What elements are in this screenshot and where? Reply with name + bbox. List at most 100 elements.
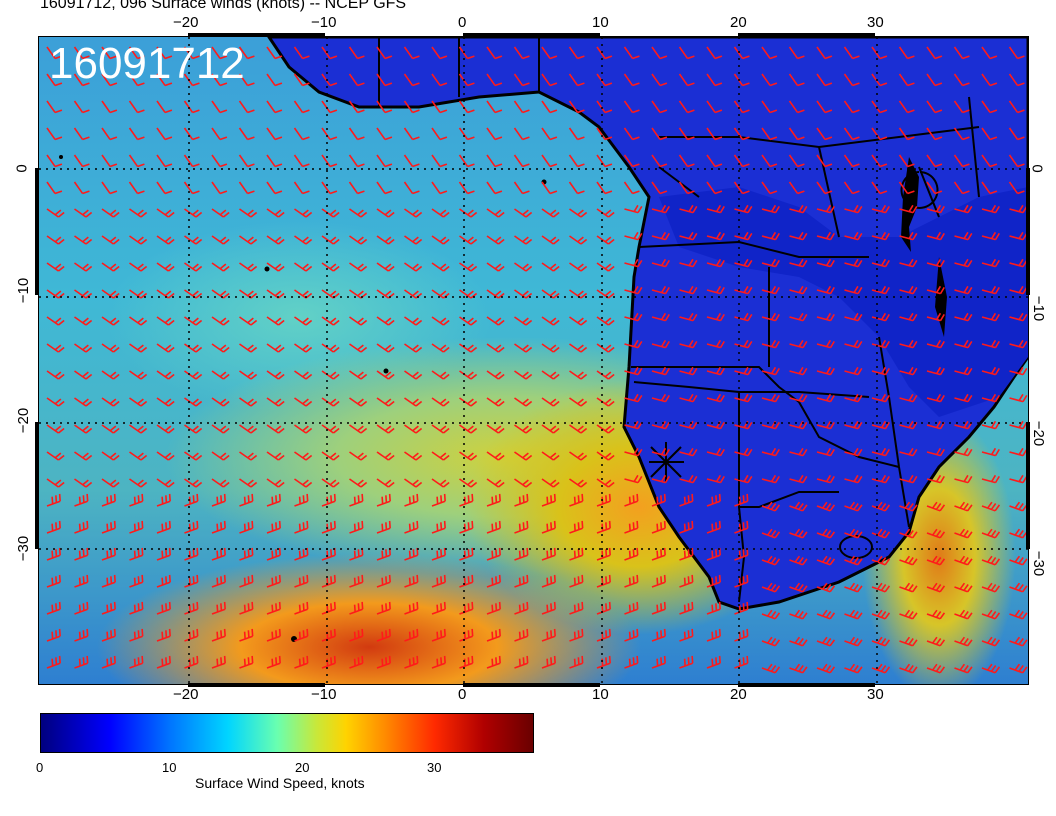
wind-barb bbox=[761, 366, 780, 376]
wind-barb bbox=[953, 46, 970, 60]
wind-barb bbox=[541, 46, 558, 60]
wind-barb bbox=[431, 235, 450, 245]
wind-barb bbox=[294, 520, 309, 534]
wind-barb bbox=[404, 478, 423, 488]
wind-barb bbox=[761, 181, 778, 195]
map-title: 16091712, 096 Surface winds (knots) -- N… bbox=[40, 0, 407, 12]
wind-barb bbox=[184, 262, 203, 272]
wind-barb bbox=[679, 574, 694, 588]
wind-barb bbox=[459, 370, 478, 380]
wind-barb bbox=[349, 574, 364, 588]
wind-barb bbox=[789, 447, 808, 457]
wind-barb bbox=[733, 100, 750, 114]
wind-barb bbox=[183, 154, 200, 168]
wind-barb bbox=[871, 312, 890, 322]
wind-barb bbox=[844, 231, 863, 241]
wind-barb bbox=[266, 343, 285, 353]
wind-barb bbox=[514, 547, 529, 561]
wind-barb bbox=[816, 582, 836, 593]
wind-barb bbox=[1009, 528, 1028, 539]
wind-barb bbox=[1009, 366, 1028, 376]
wind-barb bbox=[706, 285, 725, 295]
wind-barb bbox=[541, 478, 560, 488]
wind-barb bbox=[679, 339, 698, 349]
wind-barb bbox=[596, 46, 613, 60]
wind-barb bbox=[898, 127, 915, 141]
wind-barb bbox=[706, 520, 721, 534]
wind-barb bbox=[403, 46, 420, 60]
wind-barb bbox=[266, 181, 283, 195]
wind-barb bbox=[239, 397, 258, 407]
wind-barb bbox=[789, 285, 808, 295]
wind-barb bbox=[184, 424, 203, 434]
wind-barb bbox=[816, 285, 835, 295]
wind-barb bbox=[266, 289, 285, 299]
wind-barb bbox=[129, 451, 148, 461]
wind-barb bbox=[239, 520, 254, 534]
wind-barb bbox=[239, 478, 258, 488]
wind-barb bbox=[404, 343, 423, 353]
wind-barb bbox=[46, 73, 63, 87]
wind-barb bbox=[376, 370, 395, 380]
wind-barb bbox=[46, 154, 63, 168]
wind-barb bbox=[624, 520, 639, 534]
wind-barb bbox=[46, 208, 65, 218]
wind-barb bbox=[211, 520, 226, 534]
wind-barb bbox=[73, 73, 90, 87]
x-tick-bottom: 0 bbox=[458, 686, 467, 703]
wind-barb bbox=[926, 100, 943, 114]
wind-barb bbox=[816, 204, 835, 214]
wind-barb bbox=[293, 127, 310, 141]
wind-barb bbox=[404, 235, 423, 245]
wind-barb bbox=[706, 655, 721, 669]
wind-barb bbox=[459, 316, 478, 326]
wind-barb bbox=[128, 100, 145, 114]
wind-barb bbox=[1009, 582, 1028, 593]
wind-barb bbox=[651, 154, 668, 168]
wind-barb bbox=[101, 235, 120, 245]
wind-barb bbox=[321, 154, 338, 168]
wind-barb bbox=[981, 312, 1000, 322]
wind-barb bbox=[761, 204, 780, 214]
wind-barb bbox=[514, 370, 533, 380]
wind-barb bbox=[651, 628, 666, 642]
wind-barb bbox=[349, 520, 364, 534]
wind-barb bbox=[129, 493, 144, 507]
wind-barb bbox=[238, 127, 255, 141]
wind-barb bbox=[404, 289, 423, 299]
wind-barb bbox=[871, 231, 890, 241]
wind-barb bbox=[844, 285, 863, 295]
wind-barb bbox=[101, 343, 120, 353]
wind-barb bbox=[761, 663, 781, 674]
wind-barb bbox=[514, 493, 529, 507]
color-scale-bar bbox=[40, 713, 534, 753]
wind-barb bbox=[789, 231, 808, 241]
wind-barb bbox=[321, 520, 336, 534]
wind-barb bbox=[486, 208, 505, 218]
wind-barb bbox=[294, 424, 313, 434]
wind-barb bbox=[184, 628, 199, 642]
wind-barb bbox=[789, 474, 808, 484]
wind-barb bbox=[431, 181, 448, 195]
wind-barb bbox=[403, 181, 420, 195]
wind-barb bbox=[431, 397, 450, 407]
wind-barb bbox=[651, 127, 668, 141]
wind-barb bbox=[459, 262, 478, 272]
wind-barb bbox=[734, 393, 753, 403]
wind-barb bbox=[816, 447, 835, 457]
wind-barb bbox=[596, 601, 611, 615]
wind-barb bbox=[73, 46, 90, 60]
wind-barb bbox=[816, 393, 835, 403]
wind-barb bbox=[624, 574, 639, 588]
wind-barb bbox=[46, 601, 61, 615]
wind-barb bbox=[541, 655, 556, 669]
wind-barb bbox=[926, 46, 943, 60]
wind-barb bbox=[431, 547, 446, 561]
wind-barb bbox=[981, 204, 1000, 214]
wind-barb bbox=[844, 501, 863, 512]
wind-barb bbox=[871, 46, 888, 60]
wind-barb bbox=[926, 582, 946, 593]
wind-map[interactable]: 16091712 bbox=[38, 36, 1029, 685]
wind-barb bbox=[156, 397, 175, 407]
